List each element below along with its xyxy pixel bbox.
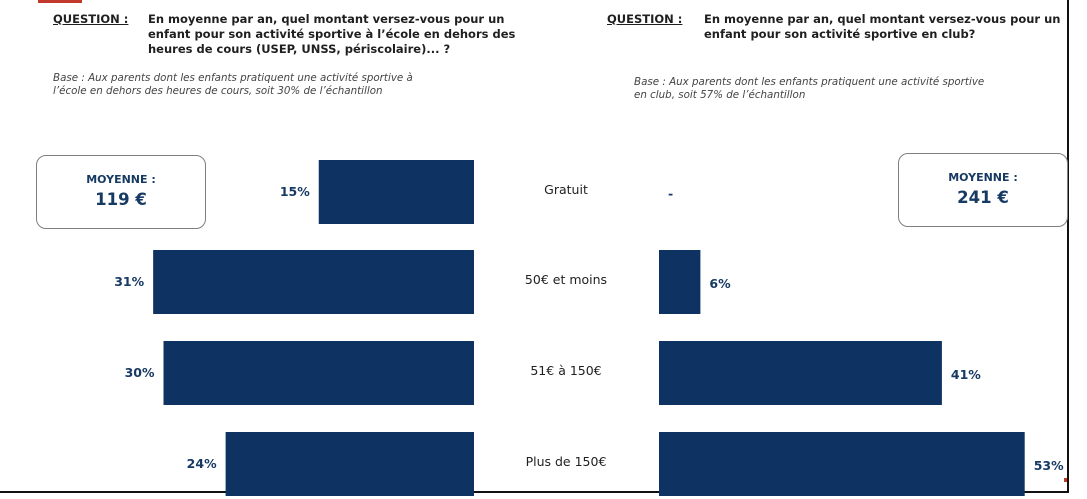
- left-average-box: MOYENNE : 119 €: [36, 155, 206, 229]
- right-data-label: -: [668, 186, 673, 201]
- left-bar: [225, 432, 474, 496]
- right-question-line-1: En moyenne par an, quel montant versez-v…: [704, 12, 1061, 26]
- left-data-label: 15%: [280, 184, 310, 199]
- right-base-line-1: Base : Aux parents dont les enfants prat…: [634, 76, 985, 88]
- left-data-label: 31%: [114, 274, 144, 289]
- right-average-box: MOYENNE : 241 €: [898, 153, 1068, 227]
- left-base-note: Base : Aux parents dont les enfants prat…: [53, 72, 523, 98]
- category-label: Plus de 150€: [526, 454, 607, 469]
- category-label: 50€ et moins: [525, 272, 607, 287]
- right-base-line-2: en club, soit 57% de l’échantillon: [634, 89, 806, 101]
- right-data-label: 41%: [951, 367, 981, 382]
- left-data-label: 24%: [187, 456, 217, 471]
- right-question-label: QUESTION :: [607, 12, 683, 26]
- left-base-line-1: Base : Aux parents dont les enfants prat…: [53, 72, 413, 84]
- left-bar: [163, 341, 474, 405]
- slide-frame: [0, 0, 1069, 493]
- left-bar: [153, 250, 474, 314]
- category-label: 51€ à 150€: [530, 363, 601, 378]
- right-bar: [659, 432, 1025, 496]
- left-question-line-1: En moyenne par an, quel montant versez-v…: [148, 12, 505, 26]
- left-bar: [318, 160, 474, 224]
- right-average-title: MOYENNE :: [948, 171, 1018, 184]
- right-question-line-2: enfant pour son activité sportive en clu…: [704, 27, 976, 41]
- right-average-value: 241 €: [957, 188, 1009, 207]
- left-data-label: 30%: [125, 365, 155, 380]
- category-label: Gratuit: [544, 182, 588, 197]
- right-bar: [659, 250, 701, 314]
- left-question-label: QUESTION :: [53, 12, 129, 26]
- right-base-note: Base : Aux parents dont les enfants prat…: [634, 76, 1064, 102]
- left-average-title: MOYENNE :: [86, 173, 156, 186]
- right-data-label: 6%: [709, 276, 731, 291]
- red-accent-bar: [38, 0, 82, 3]
- left-question-line-3: heures de cours (USEP, UNSS, périscolair…: [148, 42, 451, 56]
- right-question: QUESTION : En moyenne par an, quel monta…: [607, 12, 1067, 52]
- left-base-line-2: l’école en dehors des heures de cours, s…: [53, 85, 383, 97]
- left-question-line-2: enfant pour son activité sportive à l’éc…: [148, 27, 516, 41]
- right-bar: [659, 341, 942, 405]
- red-corner-mark: [1064, 478, 1067, 482]
- left-question: QUESTION : En moyenne par an, quel monta…: [53, 12, 553, 62]
- right-data-label: 53%: [1034, 458, 1064, 473]
- left-average-value: 119 €: [95, 190, 147, 209]
